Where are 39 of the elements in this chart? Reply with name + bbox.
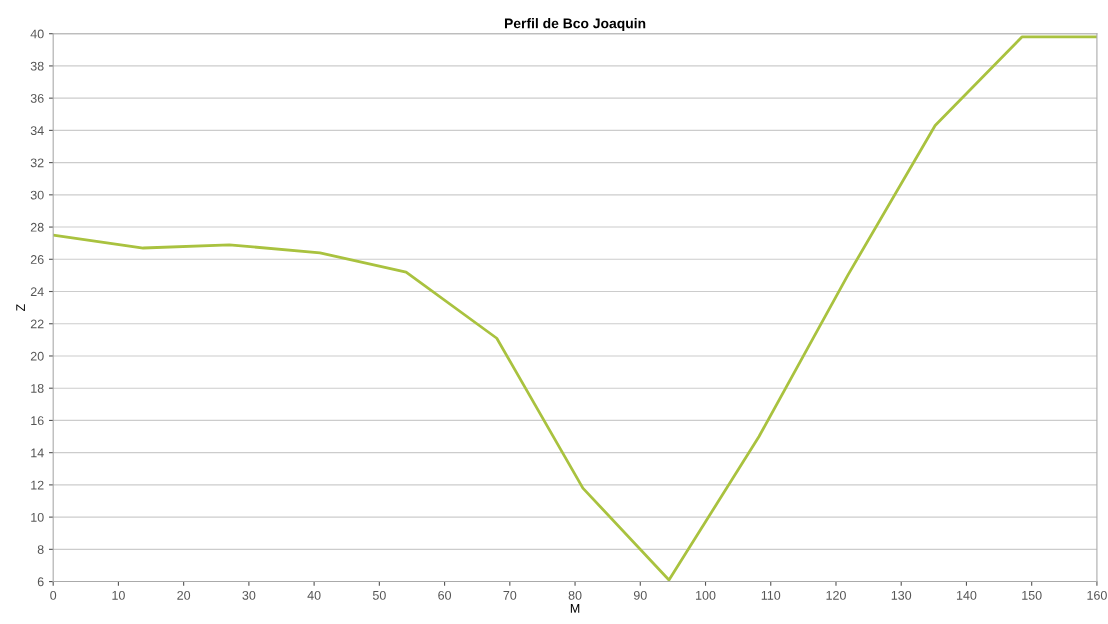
- y-axis-title: Z: [16, 304, 25, 312]
- x-tick-label: 120: [826, 590, 846, 600]
- x-axis-title: M: [570, 604, 580, 613]
- x-tick-label: 110: [761, 590, 781, 600]
- y-tick-label: 6: [37, 577, 44, 587]
- y-tick-label: 14: [31, 448, 44, 458]
- y-tick-label: 12: [31, 480, 44, 490]
- y-tick-label: 32: [30, 158, 44, 168]
- x-tick-label: 60: [438, 590, 452, 600]
- line-series: [53, 35, 1097, 582]
- y-tick-label: 30: [30, 190, 44, 200]
- x-tick-label: 30: [242, 590, 256, 600]
- x-tick-label: 90: [633, 590, 647, 600]
- x-tick-label: 0: [50, 590, 57, 600]
- chart-title: Perfil de Bco Joaquin: [504, 18, 646, 32]
- x-tick-label: 160: [1087, 590, 1107, 600]
- y-tick-label: 36: [30, 93, 44, 103]
- x-tick-label: 150: [1022, 590, 1042, 600]
- y-tick-label: 40: [30, 29, 44, 39]
- x-tick-label: 80: [568, 590, 582, 600]
- y-tick-label: 20: [30, 351, 44, 361]
- x-tick-label: 100: [696, 590, 716, 600]
- x-tick-label: 20: [177, 590, 191, 600]
- y-tick-label: 28: [30, 222, 44, 232]
- y-tick-label: 16: [31, 416, 44, 426]
- y-tick-label: 18: [31, 384, 44, 393]
- x-tick-label: 40: [307, 590, 321, 600]
- x-tick-label: 70: [503, 590, 517, 600]
- y-tick-label: 26: [30, 255, 44, 264]
- x-tick-label: 140: [956, 590, 977, 600]
- y-tick-label: 34: [30, 126, 44, 136]
- y-tick-label: 10: [31, 512, 44, 522]
- y-tick-label: 24: [30, 287, 44, 297]
- x-tick-label: 10: [112, 590, 125, 600]
- y-tick-label: 38: [30, 61, 44, 71]
- x-tick-label: 50: [372, 590, 386, 600]
- y-tick-label: 8: [37, 545, 44, 554]
- x-tick-label: 130: [891, 590, 912, 600]
- y-tick-label: 22: [30, 319, 44, 329]
